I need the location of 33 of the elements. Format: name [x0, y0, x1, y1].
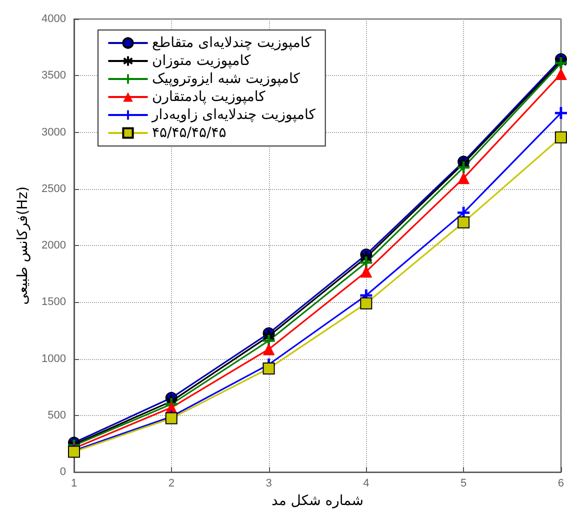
- x-tick-label: 2: [168, 478, 174, 490]
- x-axis-title: شماره شکل مد: [271, 493, 364, 509]
- point: [262, 343, 275, 356]
- y-tick-label: 3500: [42, 70, 66, 82]
- y-tick-label: 0: [60, 466, 66, 478]
- y-tick-label: 1000: [42, 352, 66, 365]
- x-tick-label: 3: [266, 478, 272, 490]
- point: [458, 172, 470, 184]
- legend-label: کامپوزیت چندلایه‌ای زاویه‌دار: [151, 107, 316, 123]
- legend-label: کامپوزیت متوزان: [152, 53, 251, 69]
- point: [262, 362, 275, 374]
- y-tick-label: 4000: [42, 13, 66, 25]
- y-tick-label: 2000: [42, 240, 66, 252]
- point: [554, 107, 567, 120]
- point: [458, 216, 470, 228]
- x-tick-label: 5: [460, 478, 467, 490]
- point: [360, 266, 372, 278]
- y-axis-title: فرکانس طبیعی(Hz): [15, 186, 31, 305]
- x-tick-label: 6: [558, 478, 564, 490]
- y-tick-label: 3000: [42, 126, 66, 138]
- legend-label: کامپوزیت پادمتقارن: [152, 89, 266, 105]
- y-tick-label: 500: [48, 409, 66, 422]
- y-tick-label: 2500: [42, 182, 66, 195]
- legend-label: کامپوزیت چندلایه‌ای متقاطع: [152, 35, 312, 51]
- x-tick-label: 4: [363, 478, 370, 490]
- point: [458, 161, 470, 174]
- legend-label: کامپوزیت شبه ایزوتروپیک: [152, 71, 300, 87]
- point: [360, 297, 372, 310]
- point: [554, 131, 567, 144]
- legend-label: ۴۵/۴۵/۴۵/۴۵: [152, 125, 226, 141]
- point: [554, 68, 567, 80]
- x-tick-label: 1: [70, 478, 78, 490]
- y-tick-label: 1500: [42, 296, 66, 308]
